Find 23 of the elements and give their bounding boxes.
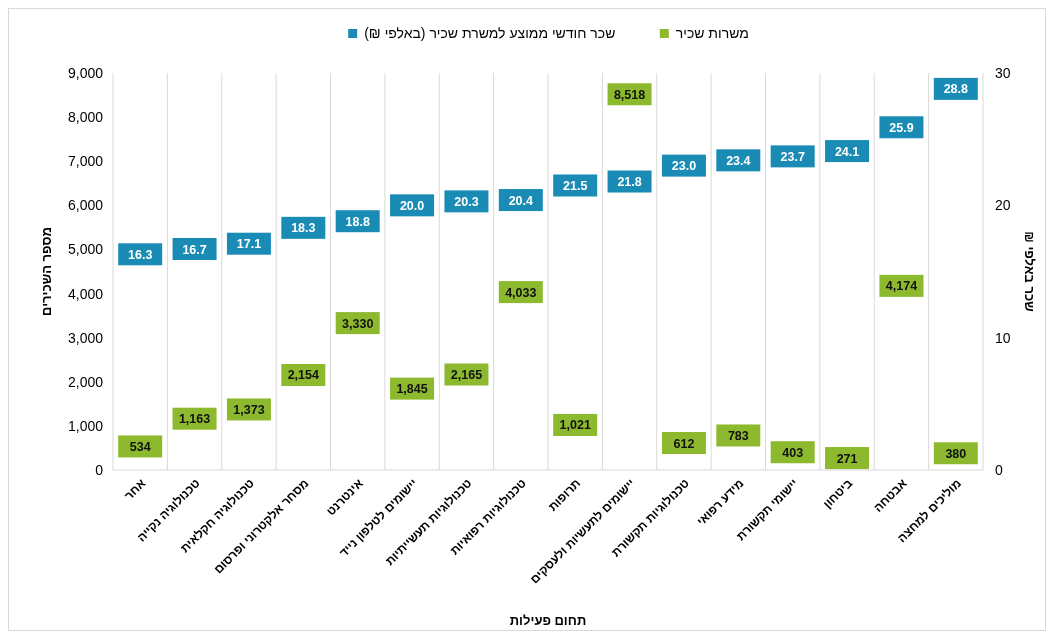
legend-label: משרות שכיר	[675, 25, 749, 41]
x-tick-label: ביטחון	[820, 476, 856, 512]
y-tick-label: 0	[95, 462, 104, 478]
y-tick-label: 4,000	[67, 285, 104, 302]
y-tick-label: 7,000	[67, 153, 104, 170]
y2-tick-label: 30	[995, 65, 1011, 81]
y2-tick-label: 20	[995, 197, 1011, 214]
y-tick-label: 8,000	[67, 109, 104, 126]
y-tick-label: 5,000	[67, 241, 104, 258]
y-tick-label: 6,000	[67, 197, 104, 214]
x-tick-label: אחר	[121, 476, 149, 503]
y-tick-label: 2,000	[67, 373, 104, 390]
x-tick-label: תרופות	[545, 476, 584, 514]
x-axis-title: תחום פעילות	[509, 613, 587, 628]
y2-tick-label: 10	[995, 329, 1011, 346]
y-axis-title: מספר השכירים	[39, 227, 54, 316]
y-tick-label: 1,000	[67, 417, 104, 434]
y-tick-label: 3,000	[67, 329, 104, 346]
y-tick-label: 9,000	[67, 65, 104, 81]
legend-label: שכר חודשי ממוצע למשרת שכיר (באלפי ₪)	[364, 25, 616, 41]
y2-axis-title: שכר באלפי ₪	[1022, 231, 1037, 312]
x-tick-label: אבטחה	[870, 476, 910, 515]
y2-tick-label: 0	[995, 462, 1003, 478]
